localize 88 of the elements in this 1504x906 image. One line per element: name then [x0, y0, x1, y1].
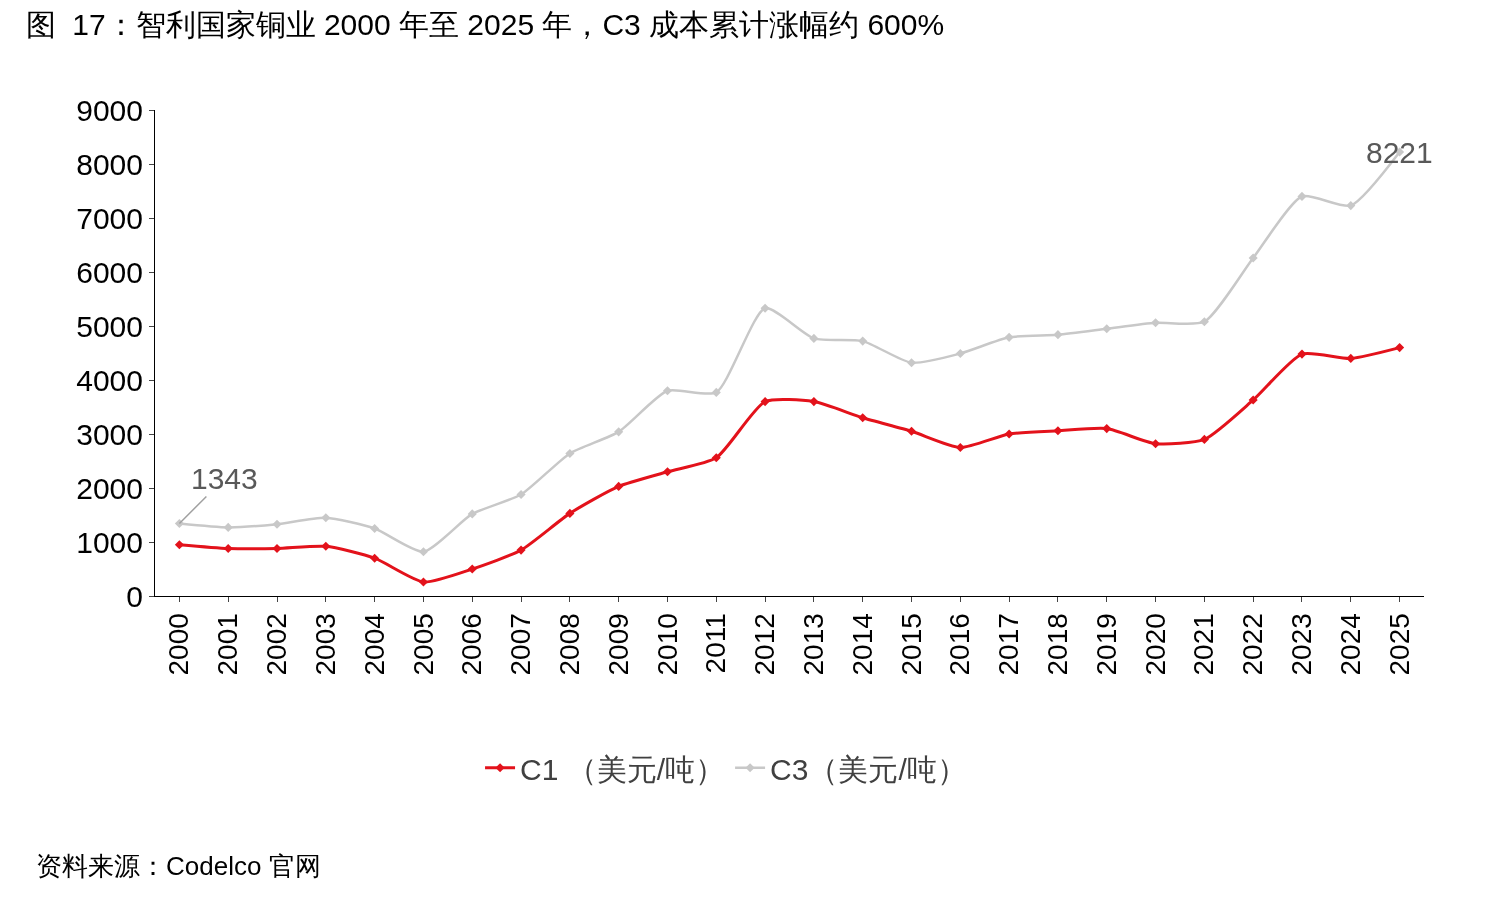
point — [565, 508, 575, 518]
point — [1248, 253, 1258, 263]
x-tick-label: 2005 — [407, 613, 439, 676]
point — [858, 413, 868, 423]
point — [906, 426, 917, 436]
point — [955, 442, 965, 453]
x-tick-label: 2014 — [846, 613, 878, 676]
point — [760, 397, 770, 407]
x-tick-label: 2017 — [993, 613, 1025, 676]
point — [711, 387, 721, 397]
x-tick-label: 2019 — [1090, 613, 1122, 676]
point — [1199, 317, 1209, 327]
point — [614, 427, 624, 437]
point — [1199, 434, 1209, 444]
x-tick-label: 2024 — [1334, 613, 1366, 676]
point — [1297, 191, 1307, 201]
point — [1053, 330, 1063, 340]
point — [1248, 395, 1258, 405]
point — [321, 513, 331, 523]
point — [809, 333, 819, 343]
point — [858, 336, 868, 346]
point — [370, 523, 380, 534]
y-tick-label: 0 — [126, 579, 143, 613]
x-tick-label: 2013 — [798, 613, 829, 676]
legend-label: C1 （美元/吨） — [520, 752, 726, 786]
y-tick-label: 8000 — [76, 147, 143, 181]
y-tick-label: 4000 — [76, 363, 143, 397]
point — [955, 348, 965, 359]
x-tick-label: 2020 — [1139, 613, 1171, 676]
y-tick-label: 2000 — [76, 471, 143, 505]
point — [662, 386, 673, 396]
x-tick-label: 2007 — [505, 613, 537, 676]
point — [1346, 353, 1356, 363]
point — [1004, 332, 1014, 342]
point — [418, 577, 428, 587]
x-tick-label: 2006 — [456, 613, 488, 676]
point — [809, 397, 819, 407]
point — [370, 553, 380, 563]
x-tick-label: 2012 — [749, 613, 781, 676]
point — [516, 489, 526, 500]
y-tick-label: 5000 — [76, 309, 143, 343]
y-tick-label: 3000 — [76, 417, 143, 451]
y-tick-label: 9000 — [76, 93, 143, 127]
x-tick-label: 2001 — [212, 613, 244, 676]
point — [614, 481, 624, 491]
point — [711, 453, 721, 463]
x-tick-label: 2018 — [1042, 613, 1074, 676]
point — [1053, 426, 1063, 436]
x-tick-label: 2015 — [895, 613, 927, 676]
y-tick-label: 6000 — [76, 255, 143, 289]
x-tick-label: 2021 — [1188, 613, 1220, 676]
text: 资料来源：Codelco 官网 — [36, 851, 321, 881]
point — [516, 545, 526, 555]
x-tick-label: 2008 — [553, 613, 585, 676]
legend-label: C3（美元/吨） — [770, 752, 967, 786]
point — [1004, 429, 1014, 439]
point — [1102, 424, 1112, 434]
x-tick-label: 2004 — [358, 613, 390, 676]
x-tick-label: 2003 — [309, 613, 341, 676]
annotation: 1343 — [191, 462, 258, 495]
x-tick-label: 2000 — [163, 613, 195, 676]
x-tick-label: 2011 — [700, 613, 732, 674]
x-tick-label: 2010 — [651, 613, 683, 676]
x-tick-label: 2025 — [1383, 613, 1415, 676]
point — [1297, 349, 1307, 359]
point — [1395, 343, 1405, 353]
x-tick-label: 2009 — [602, 613, 634, 676]
point — [467, 509, 477, 519]
point — [1346, 201, 1356, 211]
point — [565, 448, 575, 458]
point — [174, 540, 184, 550]
point — [418, 547, 428, 557]
point — [321, 541, 331, 551]
point — [223, 522, 233, 532]
y-tick-label: 7000 — [76, 201, 143, 235]
point — [1102, 324, 1112, 334]
point — [467, 564, 477, 574]
point — [272, 543, 282, 554]
x-tick-label: 2002 — [261, 613, 293, 676]
point — [1151, 439, 1161, 449]
point — [662, 467, 673, 477]
x-tick-label: 2023 — [1286, 613, 1318, 676]
point — [272, 519, 282, 529]
annotation: 8221 — [1366, 136, 1433, 169]
y-tick-label: 1000 — [76, 525, 143, 559]
x-tick-label: 2022 — [1237, 613, 1269, 676]
chart-title: 图 17：智利国家铜业 2000 年至 2025 年，C3 成本累计涨幅约 600% — [25, 7, 945, 41]
x-tick-label: 2016 — [944, 613, 976, 676]
